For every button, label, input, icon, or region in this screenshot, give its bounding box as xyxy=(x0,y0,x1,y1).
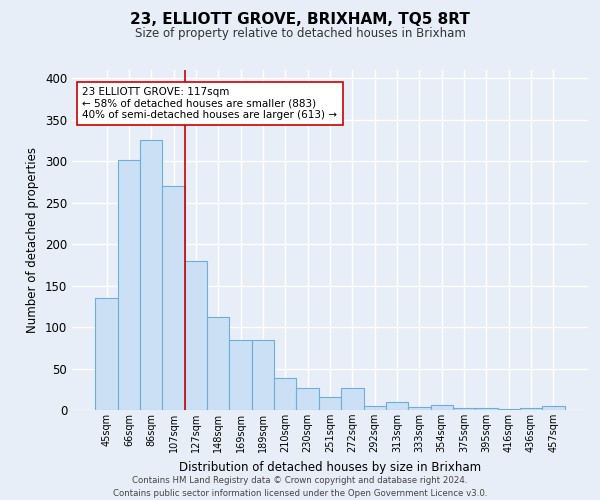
Text: 23, ELLIOTT GROVE, BRIXHAM, TQ5 8RT: 23, ELLIOTT GROVE, BRIXHAM, TQ5 8RT xyxy=(130,12,470,28)
Bar xyxy=(296,388,319,410)
Bar xyxy=(542,406,565,410)
Text: 23 ELLIOTT GROVE: 117sqm
← 58% of detached houses are smaller (883)
40% of semi-: 23 ELLIOTT GROVE: 117sqm ← 58% of detach… xyxy=(82,87,337,120)
Bar xyxy=(319,396,341,410)
X-axis label: Distribution of detached houses by size in Brixham: Distribution of detached houses by size … xyxy=(179,460,481,473)
Bar xyxy=(386,402,408,410)
Bar xyxy=(408,406,431,410)
Bar xyxy=(163,186,185,410)
Text: Size of property relative to detached houses in Brixham: Size of property relative to detached ho… xyxy=(134,28,466,40)
Bar xyxy=(431,405,453,410)
Bar xyxy=(229,340,252,410)
Bar xyxy=(341,388,364,410)
Bar xyxy=(520,408,542,410)
Bar xyxy=(140,140,163,410)
Bar xyxy=(207,317,229,410)
Bar xyxy=(118,160,140,410)
Bar xyxy=(95,298,118,410)
Bar xyxy=(497,409,520,410)
Bar xyxy=(364,406,386,410)
Bar xyxy=(453,408,475,410)
Y-axis label: Number of detached properties: Number of detached properties xyxy=(26,147,40,333)
Bar xyxy=(252,340,274,410)
Bar xyxy=(475,408,497,410)
Bar xyxy=(274,378,296,410)
Text: Contains HM Land Registry data © Crown copyright and database right 2024.
Contai: Contains HM Land Registry data © Crown c… xyxy=(113,476,487,498)
Bar xyxy=(185,260,207,410)
